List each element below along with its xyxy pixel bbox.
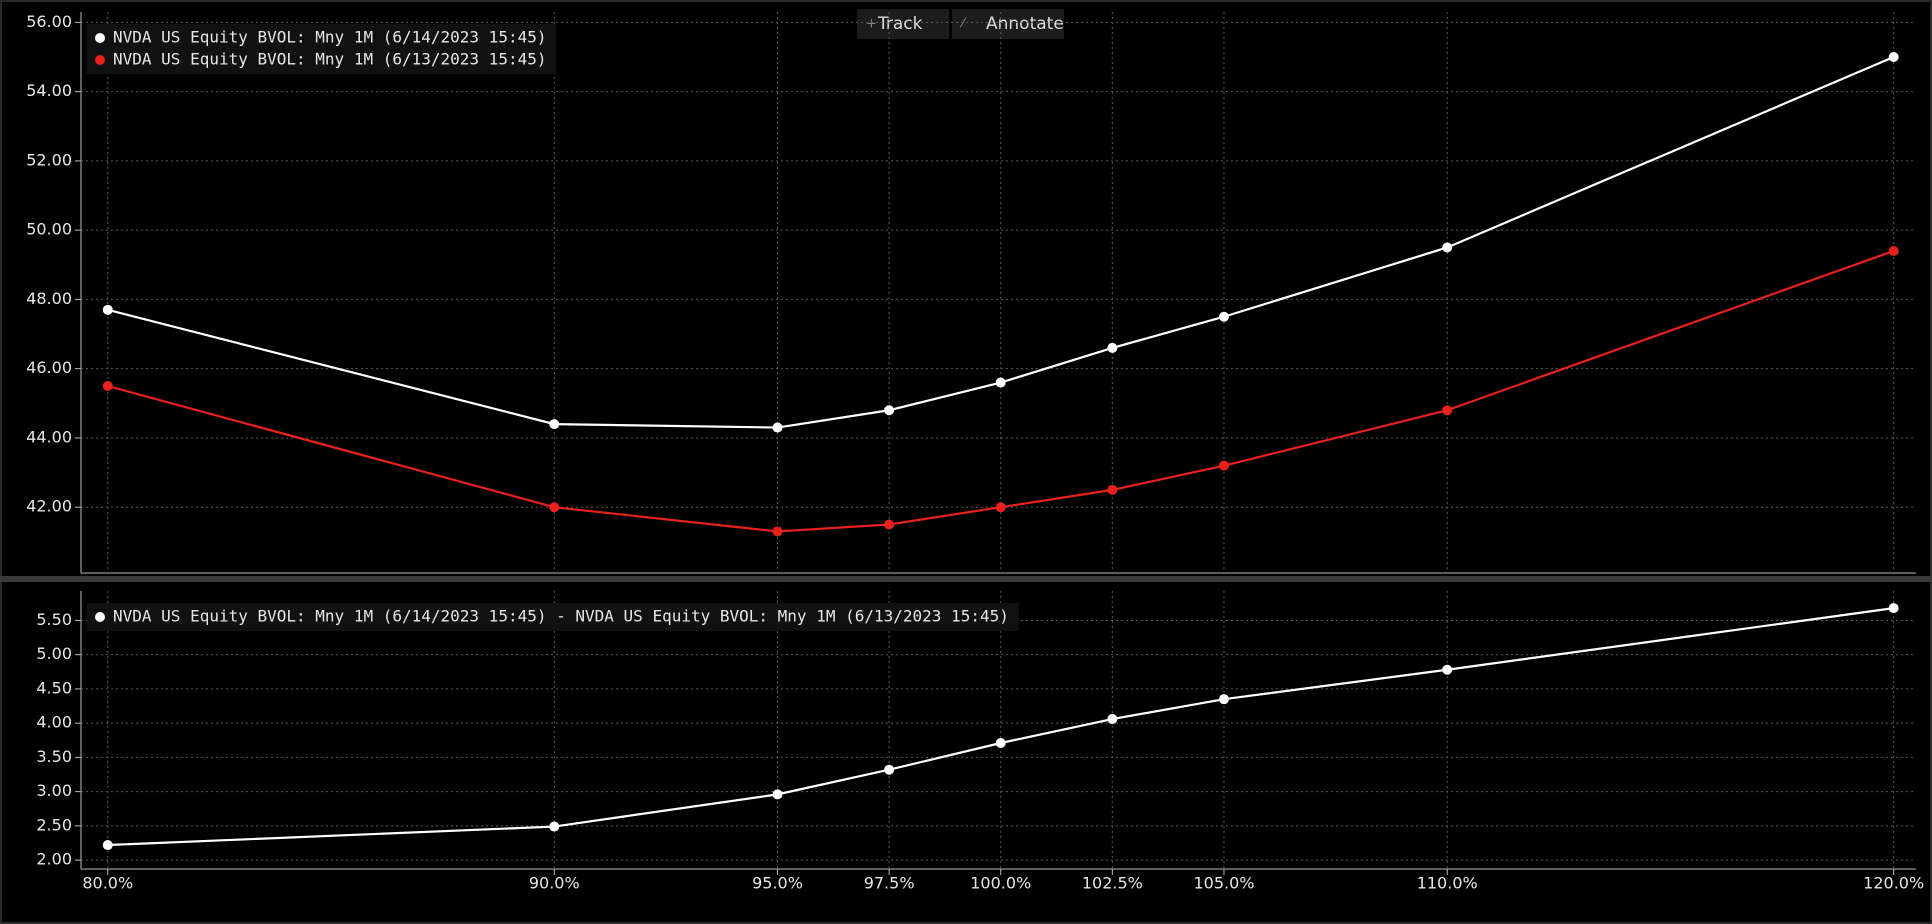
data-point bbox=[995, 377, 1006, 388]
y-tick-label: 2.00 bbox=[36, 850, 72, 869]
annotate-button[interactable] bbox=[952, 9, 1064, 39]
y-tick-label: 48.00 bbox=[26, 289, 72, 308]
legend-background bbox=[87, 603, 1019, 631]
data-point bbox=[549, 419, 560, 430]
legend-marker bbox=[95, 612, 105, 622]
data-point bbox=[1107, 342, 1118, 353]
y-tick-label: 4.00 bbox=[36, 713, 72, 732]
data-point bbox=[884, 519, 895, 530]
data-point bbox=[772, 422, 783, 433]
data-point bbox=[102, 381, 113, 391]
toolbar: Track Annotate + ⁄ bbox=[857, 9, 1064, 39]
data-point bbox=[1888, 245, 1899, 256]
y-tick-label: 54.00 bbox=[26, 81, 72, 100]
y-tick-label: 4.50 bbox=[36, 678, 72, 697]
data-point bbox=[1218, 460, 1229, 471]
data-point bbox=[549, 821, 560, 832]
x-tick-label: 97.5% bbox=[864, 874, 915, 893]
x-tick-label: 95.0% bbox=[752, 874, 803, 893]
track-button[interactable] bbox=[857, 9, 949, 39]
data-point bbox=[995, 738, 1006, 749]
legend-label: NVDA US Equity BVOL: Mny 1M (6/14/2023 1… bbox=[113, 607, 1009, 626]
data-point bbox=[884, 764, 895, 775]
data-point bbox=[102, 304, 113, 315]
data-point bbox=[1888, 603, 1899, 614]
data-point bbox=[1888, 52, 1899, 63]
data-point bbox=[1442, 664, 1453, 675]
data-point bbox=[1442, 405, 1453, 416]
legend: NVDA US Equity BVOL: Mny 1M (6/14/2023 1… bbox=[87, 603, 1019, 631]
x-tick-label: 102.5% bbox=[1082, 874, 1143, 893]
y-tick-label: 5.50 bbox=[36, 610, 72, 629]
x-tick-label: 100.0% bbox=[970, 874, 1031, 893]
data-point bbox=[1107, 714, 1118, 725]
data-point bbox=[772, 526, 783, 537]
y-tick-label: 5.00 bbox=[36, 644, 72, 663]
legend: NVDA US Equity BVOL: Mny 1M (6/14/2023 1… bbox=[87, 24, 557, 74]
data-point bbox=[1442, 242, 1453, 253]
y-tick-label: 44.00 bbox=[26, 427, 72, 446]
x-tick-label: 105.0% bbox=[1193, 874, 1254, 893]
x-tick-label: 90.0% bbox=[529, 874, 580, 893]
data-point bbox=[1218, 311, 1229, 322]
legend-marker bbox=[95, 33, 105, 43]
legend-marker bbox=[95, 55, 105, 65]
track-label[interactable]: Track bbox=[877, 14, 923, 34]
legend-background bbox=[87, 24, 557, 74]
legend-label: NVDA US Equity BVOL: Mny 1M (6/14/2023 1… bbox=[113, 28, 546, 47]
annotate-label[interactable]: Annotate bbox=[986, 14, 1064, 34]
data-point bbox=[1107, 484, 1118, 495]
data-point bbox=[102, 840, 113, 851]
y-tick-label: 2.50 bbox=[36, 815, 72, 834]
x-tick-label: 80.0% bbox=[82, 874, 133, 893]
y-tick-label: 50.00 bbox=[26, 220, 72, 239]
annotate-icon: ⁄ bbox=[959, 17, 967, 32]
data-point bbox=[772, 789, 783, 800]
track-icon: + bbox=[866, 17, 877, 32]
y-tick-label: 46.00 bbox=[26, 358, 72, 377]
y-tick-label: 42.00 bbox=[26, 497, 72, 516]
x-tick-label: 120.0% bbox=[1863, 874, 1924, 893]
data-point bbox=[995, 502, 1006, 513]
data-point bbox=[1218, 694, 1229, 705]
data-point bbox=[549, 502, 560, 513]
data-point bbox=[884, 405, 895, 416]
y-tick-label: 3.50 bbox=[36, 747, 72, 766]
legend-label: NVDA US Equity BVOL: Mny 1M (6/13/2023 1… bbox=[113, 50, 546, 69]
y-tick-label: 52.00 bbox=[26, 150, 72, 169]
y-tick-label: 3.00 bbox=[36, 781, 72, 800]
x-tick-label: 110.0% bbox=[1417, 874, 1478, 893]
y-tick-label: 56.00 bbox=[26, 12, 72, 31]
panel-divider bbox=[0, 576, 1932, 582]
